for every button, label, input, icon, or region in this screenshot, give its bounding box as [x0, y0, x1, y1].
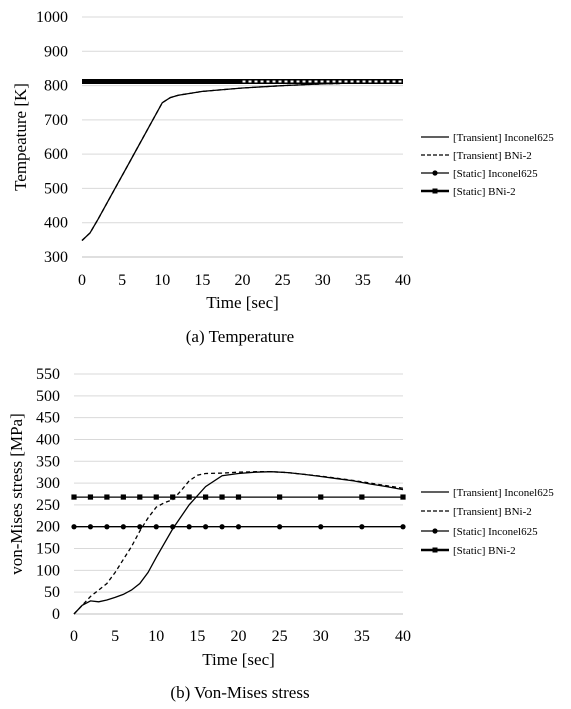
x-tick-label: 35 — [354, 628, 370, 645]
x-axis-label: Time [sec] — [202, 650, 275, 669]
data-point — [186, 524, 192, 530]
y-tick-label: 300 — [44, 249, 68, 266]
data-point — [71, 494, 77, 500]
data-point — [104, 524, 110, 530]
data-point — [318, 524, 324, 530]
y-axis-label: Tempeature [K] — [11, 83, 30, 191]
y-tick-label: 700 — [44, 112, 68, 129]
data-point — [170, 494, 176, 500]
data-point — [137, 494, 143, 500]
series-0 — [73, 471, 404, 615]
x-tick-label: 5 — [118, 272, 126, 289]
x-tick-label: 20 — [231, 628, 247, 645]
data-point — [87, 524, 94, 530]
data-point — [153, 524, 159, 530]
x-tick-label: 15 — [194, 272, 210, 289]
data-point — [137, 524, 143, 530]
data-point — [186, 494, 192, 500]
legend-label: [Transient] Inconel625 — [453, 487, 554, 499]
x-tick-label: 30 — [315, 272, 331, 289]
legend-marker — [432, 547, 438, 553]
y-tick-label: 500 — [44, 180, 68, 197]
chart-caption: (a) Temperature — [186, 327, 294, 346]
x-tick-label: 35 — [355, 272, 371, 289]
y-tick-label: 550 — [36, 366, 60, 383]
data-point — [359, 524, 365, 530]
legend-marker — [432, 188, 438, 194]
legend-marker — [432, 528, 438, 534]
data-point — [400, 524, 406, 530]
data-point — [87, 494, 94, 500]
y-axis-label: von-Mises stress [MPa] — [7, 413, 26, 575]
data-point — [71, 524, 77, 530]
x-tick-label: 40 — [395, 628, 411, 645]
temperature-chart: 300 400 500 600 700 800 900 1000 0 5 10 15 20 25 30 35 4… — [11, 9, 554, 346]
y-tick-label: 50 — [44, 584, 60, 601]
data-point — [203, 524, 209, 530]
y-tick-label: 350 — [36, 453, 60, 470]
series-1 — [73, 471, 404, 615]
data-point — [203, 494, 209, 500]
data-point — [219, 494, 225, 500]
x-tick-label: 5 — [111, 628, 119, 645]
y-tick-label: 1000 — [36, 9, 68, 26]
data-point — [120, 524, 126, 530]
x-tick-label: 10 — [154, 272, 170, 289]
x-axis-label: Time [sec] — [206, 293, 279, 312]
x-tick-label: 40 — [395, 272, 411, 289]
y-tick-label: 900 — [44, 43, 68, 60]
legend-label: [Static] Inconel625 — [453, 168, 538, 180]
data-point — [104, 494, 110, 500]
data-point — [219, 524, 225, 530]
series-1 — [81, 81, 404, 241]
data-point — [120, 494, 126, 500]
y-tick-label: 0 — [52, 606, 60, 623]
data-point — [359, 494, 365, 500]
x-tick-label: 25 — [275, 272, 291, 289]
x-tick-label: 20 — [235, 272, 251, 289]
y-tick-label: 200 — [36, 519, 60, 536]
series-line — [81, 81, 404, 241]
y-tick-label: 400 — [44, 215, 68, 232]
y-tick-label: 150 — [36, 541, 60, 558]
data-point — [235, 494, 242, 500]
data-point — [277, 524, 283, 530]
x-tick-label: 0 — [78, 272, 86, 289]
stress-chart: 0 50 100 150 200 250 300 350 400 450 500 550 0 5 10 15 2… — [7, 366, 554, 702]
legend-label: [Transient] BNi-2 — [453, 506, 532, 518]
y-tick-label: 800 — [44, 78, 68, 95]
x-tick-label: 25 — [272, 628, 288, 645]
y-tick-label: 300 — [36, 475, 60, 492]
data-point — [153, 494, 159, 500]
series-line — [73, 471, 404, 615]
y-tick-label: 450 — [36, 410, 60, 427]
data-point — [277, 494, 283, 500]
y-tick-label: 500 — [36, 388, 60, 405]
data-point — [400, 494, 406, 500]
legend-marker — [432, 170, 438, 176]
legend-label: [Transient] Inconel625 — [453, 132, 554, 144]
y-tick-label: 250 — [36, 497, 60, 514]
chart-caption: (b) Von-Mises stress — [170, 683, 309, 702]
y-tick-label: 400 — [36, 431, 60, 448]
y-tick-label: 600 — [44, 146, 68, 163]
legend-label: [Static] BNi-2 — [453, 186, 516, 198]
series-line — [73, 471, 404, 615]
x-tick-label: 30 — [313, 628, 329, 645]
x-tick-label: 10 — [148, 628, 164, 645]
data-point — [318, 494, 324, 500]
series-2 — [71, 524, 406, 530]
legend-label: [Static] Inconel625 — [453, 526, 538, 538]
x-tick-label: 0 — [70, 628, 78, 645]
legend-label: [Transient] BNi-2 — [453, 150, 532, 162]
data-point — [235, 524, 242, 530]
series-3 — [71, 494, 406, 500]
data-point — [170, 524, 176, 530]
legend-label: [Static] BNi-2 — [453, 545, 516, 557]
x-tick-label: 15 — [189, 628, 205, 645]
y-tick-label: 100 — [36, 562, 60, 579]
